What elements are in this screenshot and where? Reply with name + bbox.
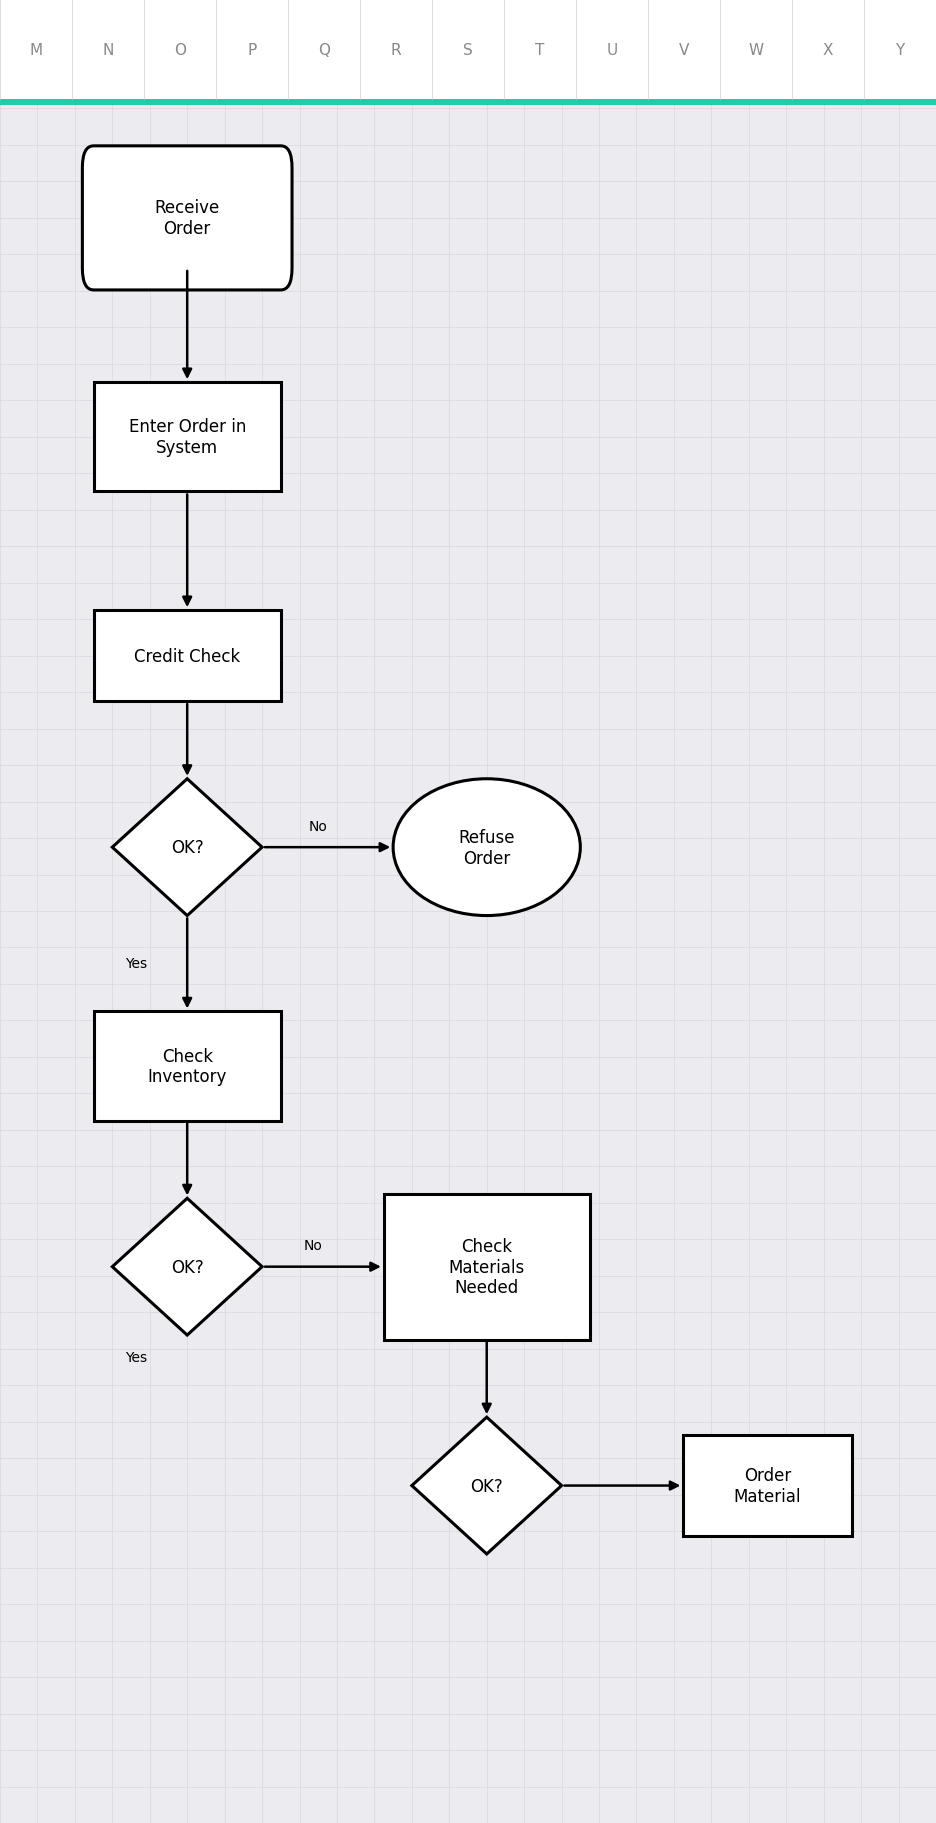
- Bar: [384, 1194, 590, 1340]
- Text: OK?: OK?: [171, 839, 203, 857]
- Text: W: W: [749, 42, 764, 58]
- Text: Check
Inventory: Check Inventory: [148, 1046, 227, 1087]
- Text: S: S: [463, 42, 473, 58]
- Bar: [683, 1437, 852, 1535]
- Text: Order
Material: Order Material: [734, 1466, 801, 1506]
- Bar: [0, 0, 936, 100]
- Text: No: No: [304, 1238, 323, 1252]
- Text: Enter Order in
System: Enter Order in System: [128, 417, 246, 458]
- Text: T: T: [535, 42, 545, 58]
- FancyBboxPatch shape: [82, 148, 292, 290]
- Text: N: N: [102, 42, 113, 58]
- Text: Yes: Yes: [124, 957, 147, 972]
- Text: Check
Materials
Needed: Check Materials Needed: [448, 1238, 525, 1296]
- Text: M: M: [29, 42, 42, 58]
- Text: P: P: [247, 42, 256, 58]
- Text: Yes: Yes: [124, 1349, 147, 1364]
- Text: OK?: OK?: [171, 1258, 203, 1276]
- Polygon shape: [112, 780, 262, 915]
- Bar: [94, 611, 281, 702]
- Text: U: U: [607, 42, 618, 58]
- Text: O: O: [174, 42, 186, 58]
- Bar: [0, 100, 936, 106]
- Text: Credit Check: Credit Check: [134, 647, 241, 665]
- Text: Y: Y: [896, 42, 904, 58]
- Text: OK?: OK?: [471, 1477, 503, 1495]
- Text: No: No: [309, 819, 328, 833]
- Polygon shape: [112, 1200, 262, 1334]
- Bar: [94, 383, 281, 492]
- Polygon shape: [412, 1418, 562, 1553]
- Text: V: V: [679, 42, 689, 58]
- Bar: [94, 1012, 281, 1121]
- Text: R: R: [390, 42, 402, 58]
- Text: Receive
Order: Receive Order: [154, 199, 220, 239]
- Text: Refuse
Order: Refuse Order: [459, 828, 515, 868]
- Text: X: X: [823, 42, 833, 58]
- Text: Q: Q: [318, 42, 330, 58]
- Ellipse shape: [393, 778, 580, 915]
